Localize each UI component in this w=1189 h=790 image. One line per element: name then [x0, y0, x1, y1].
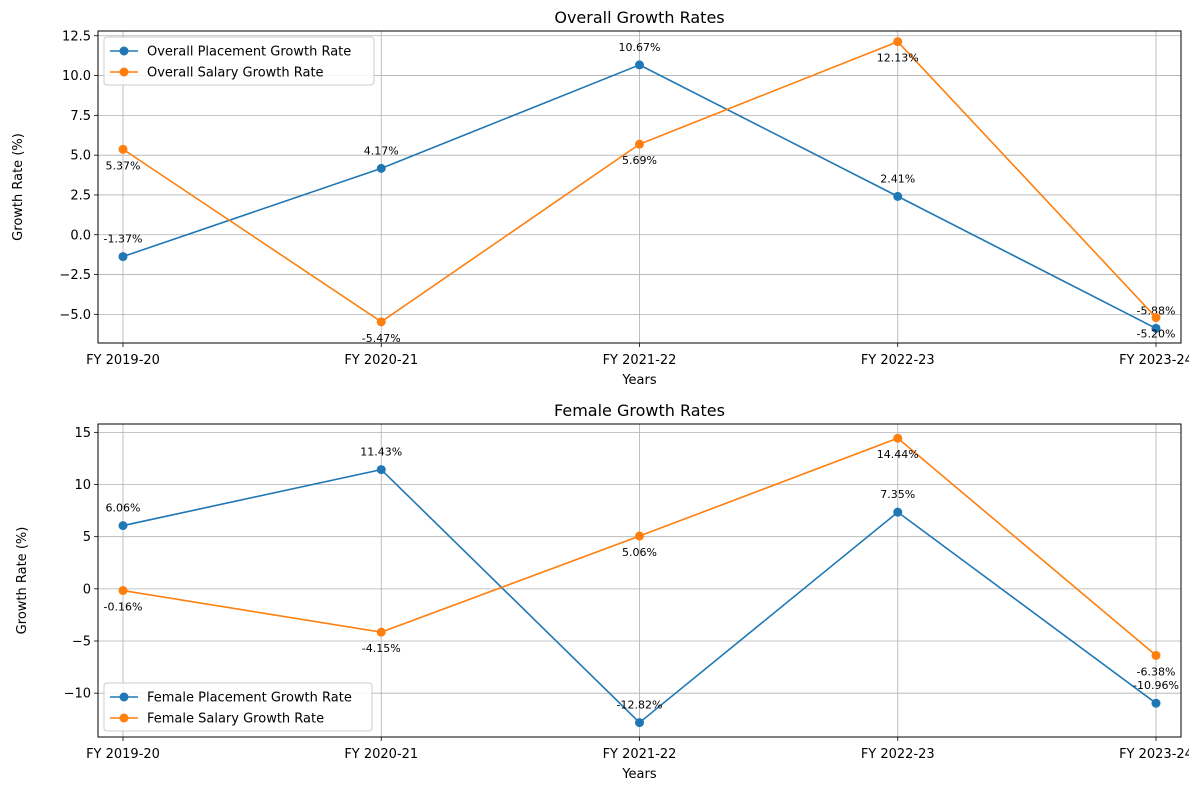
x-tick-label: FY 2021-22 [603, 747, 677, 762]
y-tick-label: 2.5 [70, 188, 91, 203]
data-point [376, 317, 386, 327]
data-point [1151, 650, 1161, 660]
x-axis-label: Years [621, 767, 657, 782]
x-tick-label: FY 2023-24 [1119, 353, 1189, 368]
data-point [376, 163, 386, 173]
x-axis-label: Years [621, 373, 657, 388]
subplot-2: −10 −5 0 5 10 15 FY 2019-20 FY 2020-21 FY 2021-2… [15, 401, 1189, 782]
data-point [118, 586, 128, 596]
data-point [893, 191, 903, 201]
data-point [1151, 323, 1161, 333]
y-tick-label: 15 [74, 426, 91, 441]
x-tick-label: FY 2020-21 [344, 353, 418, 368]
data-point [893, 507, 903, 517]
data-label: 10.67% [619, 41, 661, 54]
legend-marker [119, 46, 129, 56]
data-label: 7.35% [880, 488, 915, 501]
y-tick-label: 10 [74, 478, 91, 493]
chart-title: Overall Growth Rates [554, 8, 724, 27]
data-point [635, 531, 644, 541]
data-label: 11.43% [360, 446, 402, 459]
data-label: -4.15% [362, 642, 401, 655]
y-tick-label: 7.5 [70, 109, 91, 124]
legend: Female Placement Growth Rate Female Salar… [103, 682, 373, 732]
x-tick-label: FY 2019-20 [86, 353, 160, 368]
y-tick-label: −2.5 [59, 268, 91, 283]
legend-label: Female Salary Growth Rate [147, 712, 324, 727]
y-tick-label: 5 [83, 530, 91, 545]
data-point [1151, 698, 1161, 708]
data-point [376, 627, 386, 637]
subplot-1: −5.0 −2.5 0.0 2.5 5.0 7.5 10.0 12.5 FY 2019-20 FY… [11, 8, 1189, 388]
legend-box [103, 682, 373, 732]
data-label: 6.06% [106, 502, 141, 515]
data-label: -0.16% [104, 601, 143, 614]
data-label: 4.17% [364, 144, 399, 157]
y-tick-label: 10.0 [62, 69, 91, 84]
data-label: 5.69% [622, 154, 657, 167]
x-tick-label: FY 2021-22 [603, 353, 677, 368]
data-label: 12.13% [877, 52, 919, 65]
data-label: 5.37% [106, 159, 141, 172]
legend-marker [119, 692, 129, 702]
data-point [376, 465, 386, 475]
data-point [118, 252, 128, 262]
x-tick-label: FY 2023-24 [1119, 747, 1189, 762]
legend-label: Female Placement Growth Rate [147, 691, 352, 706]
x-tick-label: FY 2019-20 [86, 747, 160, 762]
y-axis-label: Growth Rate (%) [11, 133, 26, 241]
data-point [893, 433, 903, 443]
y-tick-label: −10 [64, 687, 91, 702]
x-tick-label: FY 2022-23 [861, 747, 935, 762]
legend-label: Overall Placement Growth Rate [147, 45, 351, 60]
data-label: -5.20% [1137, 328, 1176, 341]
y-tick-label: 12.5 [62, 29, 91, 44]
data-label: 5.06% [622, 546, 657, 559]
legend: Overall Placement Growth Rate Overall Sal… [103, 36, 375, 86]
data-label: -12.82% [617, 699, 663, 712]
data-point [118, 144, 128, 154]
data-point [118, 521, 128, 531]
data-label: 2.41% [880, 172, 915, 185]
data-label: -10.96% [1133, 679, 1179, 692]
x-tick-label: FY 2020-21 [344, 747, 418, 762]
data-point [635, 60, 644, 70]
y-tick-label: 5.0 [70, 149, 91, 164]
x-tick-label: FY 2022-23 [861, 353, 935, 368]
y-tick-label: −5 [72, 635, 91, 650]
legend-label: Overall Salary Growth Rate [147, 66, 324, 81]
y-axis-label: Growth Rate (%) [15, 527, 30, 635]
chart-title: Female Growth Rates [554, 401, 725, 420]
data-label: 14.44% [877, 448, 919, 461]
data-point [635, 139, 644, 149]
legend-marker [119, 713, 129, 723]
legend-marker [119, 67, 129, 77]
y-tick-label: −5.0 [59, 308, 91, 323]
data-point [1151, 313, 1161, 323]
data-label: -1.37% [104, 233, 143, 246]
legend-box [103, 36, 375, 86]
data-label: -5.47% [362, 332, 401, 345]
data-point [893, 37, 903, 47]
data-label: -6.38% [1137, 665, 1176, 678]
y-tick-label: 0 [83, 582, 91, 597]
data-point [635, 718, 644, 728]
y-tick-label: 0.0 [70, 228, 91, 243]
